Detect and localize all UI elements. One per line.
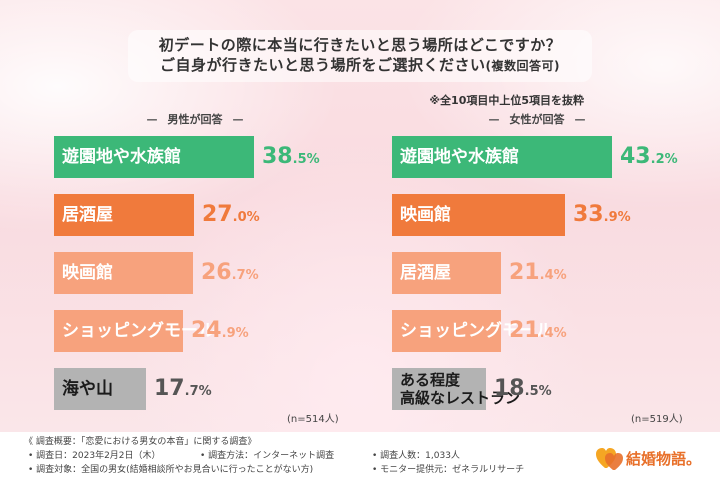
- male-bar-0: [54, 136, 254, 178]
- male-bar-1: [54, 194, 194, 236]
- female-panel-title: 女性が回答: [509, 113, 565, 126]
- survey-provider: • モニター提供元：ゼネラルリサーチ: [372, 465, 525, 475]
- male-bar-label-1: 居酒屋: [62, 205, 113, 225]
- double-heart-icon: [596, 448, 623, 470]
- female-panel-header: — 女性が回答 —: [488, 113, 586, 126]
- female-bar-1: [392, 194, 565, 236]
- chart-title-line1: 初デートの際に本当に行きたいと思う場所はどこですか？: [158, 36, 562, 54]
- female-bar-3: [392, 310, 501, 352]
- survey-method: • 調査方法：インターネット調査: [200, 451, 335, 461]
- female-bar-label-4: ある程度 高級なレストラン: [400, 371, 521, 407]
- male-bar-label-3: ショッピングモール: [62, 321, 215, 341]
- female-bar-2: [392, 252, 501, 294]
- survey-count: • 調査人数：1,033人: [372, 451, 460, 461]
- male-panel-header: — 男性が回答 —: [146, 113, 244, 126]
- female-bar-label-0: 遊園地や水族館: [400, 147, 519, 167]
- male-value-label-3: 24.9%: [191, 318, 249, 343]
- survey-title: 《 調査概要：「恋愛における男女の本音」に関する調査》: [24, 437, 257, 447]
- title-box: [128, 30, 592, 82]
- male-panel-title: 男性が回答: [167, 113, 223, 126]
- male-value-label-4: 17.7%: [154, 376, 212, 401]
- female-n-label: (n=519人): [631, 414, 683, 425]
- chart-title-line2: ご自身が行きたいと思う場所をご選択ください(複数回答可): [0, 54, 720, 75]
- male-bar-3: [54, 310, 183, 352]
- selection-note: ※全10項目中上位5項目を抜粋: [429, 94, 584, 107]
- male-bar-label-2: 映画館: [62, 263, 113, 283]
- male-bar-4: [54, 368, 146, 410]
- chart-title-line2-paren: (複数回答可): [485, 59, 560, 73]
- female-bar-label-1: 映画館: [400, 205, 451, 225]
- female-bar-label-3: ショッピングモール: [400, 321, 553, 341]
- female-value-label-3: 21.4%: [509, 318, 567, 343]
- female-bar-label-2: 居酒屋: [400, 263, 451, 283]
- male-bar-2: [54, 252, 193, 294]
- female-bar-0: [392, 136, 612, 178]
- male-value-label-1: 27.0%: [202, 202, 260, 227]
- logo-text: 結婚物語。: [626, 450, 702, 468]
- female-value-label-2: 21.4%: [509, 260, 567, 285]
- male-bar-label-0: 遊園地や水族館: [62, 147, 181, 167]
- female-bar-4: [392, 368, 486, 410]
- male-bar-label-4: 海や山: [62, 379, 113, 399]
- survey-date: • 調査日：2023年2月2日（木）: [28, 451, 161, 461]
- female-value-label-0: 43.2%: [620, 144, 678, 169]
- survey-target: • 調査対象：全国の男女(結婚相談所やお見合いに行ったことがない方): [28, 465, 314, 475]
- male-n-label: (n=514人): [287, 414, 339, 425]
- male-value-label-2: 26.7%: [201, 260, 259, 285]
- female-value-label-1: 33.9%: [573, 202, 631, 227]
- chart-title-line2-main: ご自身が行きたいと思う場所をご選択ください: [160, 56, 486, 74]
- female-value-label-4: 18.5%: [494, 376, 552, 401]
- male-value-label-0: 38.5%: [262, 144, 320, 169]
